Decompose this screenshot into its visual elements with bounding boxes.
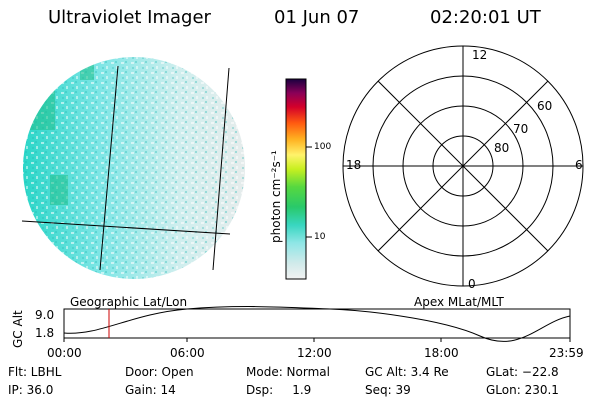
altitude-y-tick-9: 9.0 [35, 308, 55, 322]
altitude-x-tick-0600: 06:00 [170, 346, 205, 360]
colorbar-unit-label: photon cm⁻²s⁻¹ [269, 150, 283, 243]
uv-image-disk [23, 57, 245, 279]
date-label: 01 Jun 07 [274, 7, 360, 28]
polar-label-18: 18 [346, 158, 362, 172]
geographic-grid [21, 65, 231, 271]
polar-label-0: 0 [468, 277, 476, 291]
polar-label-12: 12 [472, 48, 488, 62]
altitude-plot-frame [63, 308, 571, 339]
polar-grid [342, 45, 584, 287]
altitude-y-label: GC Alt [11, 310, 25, 348]
footer-door: Door: Open [125, 365, 194, 379]
altitude-x-tick-0000: 00:00 [47, 346, 82, 360]
altitude-x-tick-1800: 18:00 [424, 346, 459, 360]
footer-ip: IP: 36.0 [8, 383, 54, 397]
footer-seq: Seq: 39 [365, 383, 411, 397]
footer-gc-alt: GC Alt: 3.4 Re [365, 365, 449, 379]
colorbar-tick-100: 100 [314, 142, 332, 152]
color-bar [285, 78, 307, 280]
instrument-title: Ultraviolet Imager [48, 7, 211, 28]
polar-label-6: 6 [575, 158, 583, 172]
time-label: 02:20:01 UT [430, 7, 541, 28]
footer-filter: Flt: LBHL [8, 365, 62, 379]
footer-glat: GLat: −22.8 [486, 365, 559, 379]
footer-mode: Mode: Normal [246, 365, 330, 379]
footer-gain: Gain: 14 [125, 383, 176, 397]
color-bar-ticks [306, 146, 312, 238]
altitude-x-ticks [63, 338, 571, 342]
apex-caption: Apex MLat/MLT [414, 295, 504, 309]
altitude-y-tick-1-8: 1.8 [35, 326, 55, 340]
altitude-x-tick-2359: 23:59 [549, 346, 584, 360]
footer-glon: GLon: 230.1 [486, 383, 559, 397]
altitude-curve [63, 306, 571, 342]
polar-label-80: 80 [494, 141, 510, 155]
altitude-x-tick-1200: 12:00 [297, 346, 332, 360]
colorbar-tick-10: 10 [314, 232, 326, 242]
geographic-caption: Geographic Lat/Lon [70, 295, 188, 309]
polar-label-60: 60 [537, 99, 553, 113]
polar-label-70: 70 [513, 122, 529, 136]
footer-dsp: Dsp: 1.9 [246, 383, 312, 397]
